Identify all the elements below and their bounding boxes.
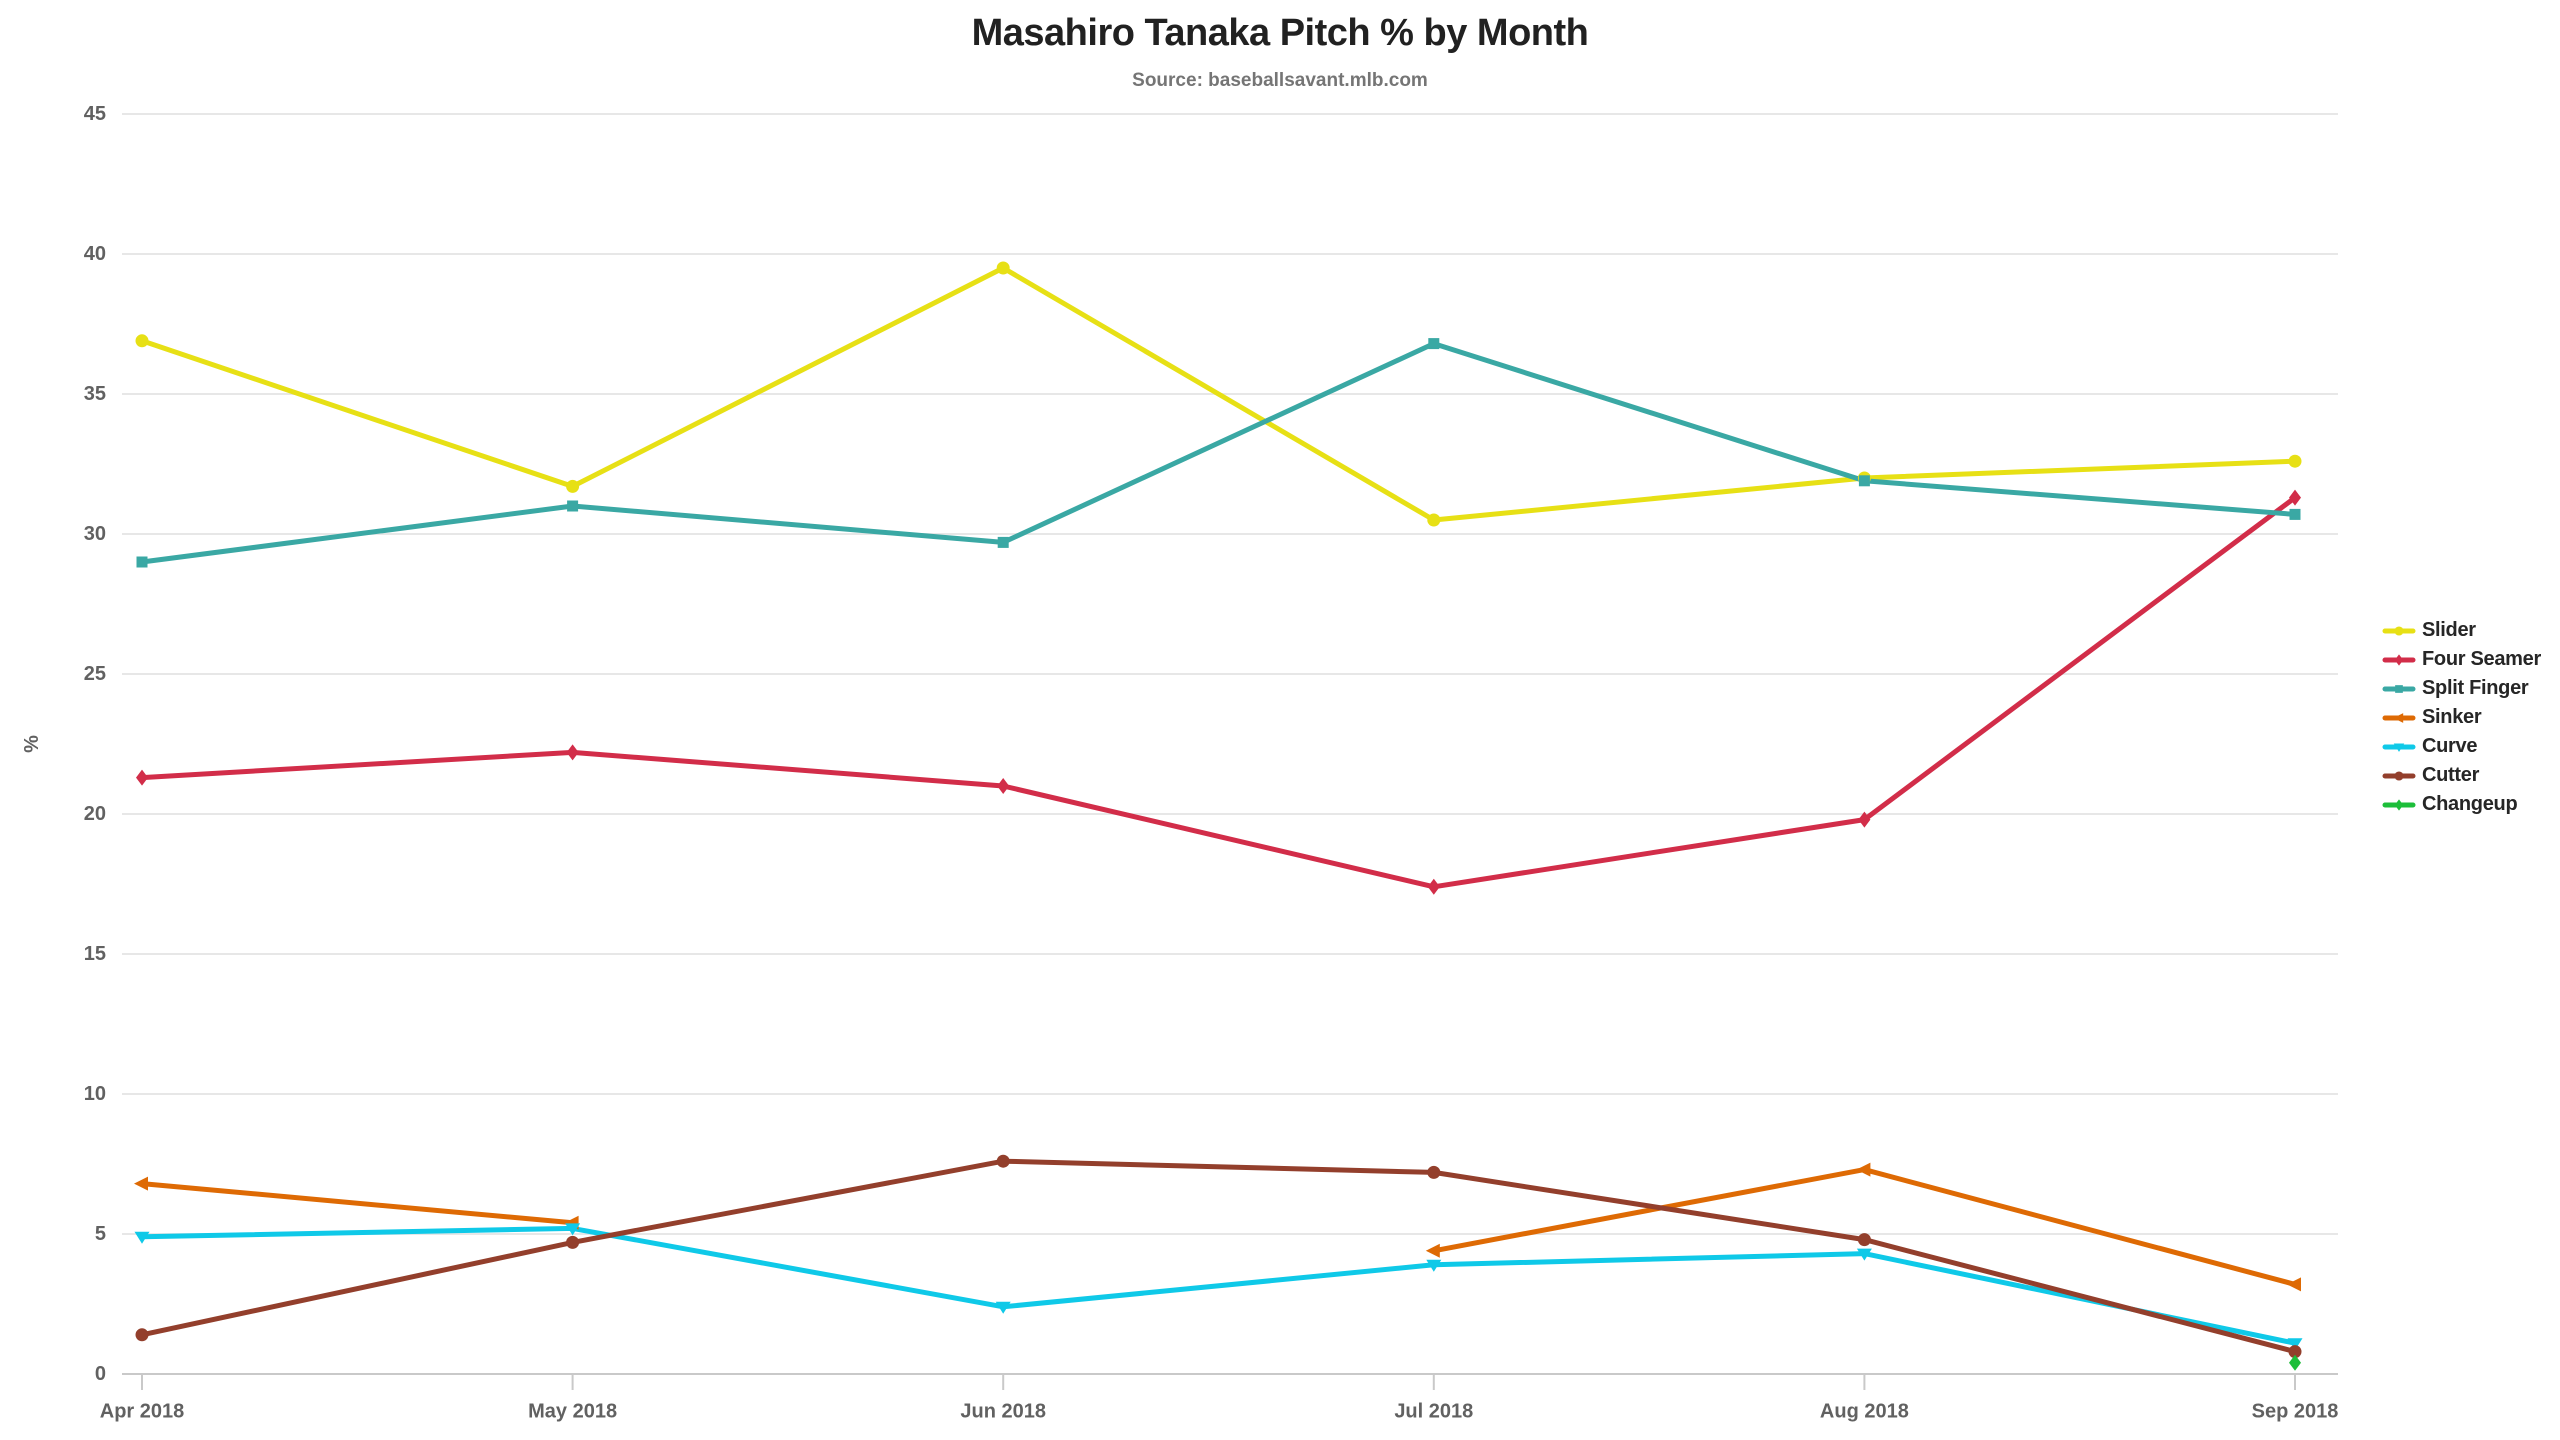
legend-label-curve: Curve [2422, 735, 2478, 757]
series-line-split-finger [139, 341, 2298, 565]
data-point-sinker-3 [1425, 1243, 1440, 1258]
legend-swatch-marker [2394, 625, 2404, 636]
data-point-split-finger-4 [1858, 475, 1870, 487]
x-tick-label: Aug 2018 [1820, 1401, 1909, 1423]
legend-swatch-marker [2393, 743, 2405, 752]
x-tick-label: Sep 2018 [2252, 1401, 2339, 1423]
data-point-cutter-1 [566, 1235, 580, 1249]
x-tick-label: Jul 2018 [1394, 1401, 1473, 1423]
data-point-four-seamer-0 [136, 769, 148, 786]
y-tick-label: 30 [84, 523, 106, 545]
data-point-split-finger-3 [1428, 338, 1440, 350]
data-point-cutter-5 [2288, 1345, 2302, 1359]
y-tick-label: 0 [95, 1363, 106, 1385]
legend-item-changeup[interactable]: Changeup [2382, 790, 2541, 819]
data-point-four-seamer-1 [566, 744, 579, 761]
chart-title: Masahiro Tanaka Pitch % by Month [971, 12, 1589, 54]
data-point-curve-5 [2287, 1338, 2303, 1351]
legend-swatch-cutter [2382, 770, 2416, 781]
legend: Slider Four Seamer Split Finger Sinker Curve… [2382, 616, 2541, 819]
legend-swatch-split-finger [2382, 684, 2416, 693]
legend-item-four-seamer[interactable]: Four Seamer [2382, 645, 2541, 674]
legend-swatch-curve [2382, 743, 2416, 752]
data-markers [134, 261, 2303, 1371]
data-point-slider-1 [566, 479, 580, 493]
legend-item-slider[interactable]: Slider [2382, 616, 2541, 645]
x-tick-label: Jun 2018 [960, 1401, 1046, 1423]
series-line-four-seamer [139, 495, 2298, 890]
legend-swatch-changeup [2382, 798, 2416, 811]
legend-item-curve[interactable]: Curve [2382, 732, 2541, 761]
legend-swatch-slider [2382, 625, 2416, 636]
legend-swatch-marker [2394, 798, 2404, 811]
series-lines [139, 265, 2298, 1355]
data-point-sinker-5 [2287, 1277, 2301, 1292]
legend-swatch-four-seamer [2382, 653, 2416, 666]
data-point-split-finger-0 [136, 556, 148, 568]
data-point-cutter-2 [996, 1154, 1010, 1168]
data-point-split-finger-1 [567, 500, 579, 512]
legend-swatch-marker [2393, 712, 2404, 723]
legend-swatch-marker [2394, 770, 2404, 781]
data-point-sinker-4 [1856, 1162, 1871, 1177]
legend-label-split-finger: Split Finger [2422, 677, 2529, 699]
y-tick-label: 25 [84, 663, 106, 685]
data-point-curve-3 [1426, 1259, 1442, 1272]
legend-swatch-sinker [2382, 712, 2416, 723]
series-line-cutter [139, 1158, 2298, 1355]
data-point-split-finger-2 [997, 536, 1009, 548]
data-point-four-seamer-4 [1858, 811, 1871, 828]
data-point-sinker-0 [134, 1176, 148, 1191]
legend-label-four-seamer: Four Seamer [2422, 648, 2541, 670]
y-tick-label: 20 [84, 803, 106, 825]
legend-label-sinker: Sinker [2422, 706, 2482, 728]
data-point-four-seamer-5 [2289, 489, 2301, 506]
legend-swatch-marker [2394, 653, 2404, 666]
series-line-curve [139, 1225, 2298, 1346]
y-tick-label: 5 [95, 1223, 106, 1245]
legend-item-split-finger[interactable]: Split Finger [2382, 674, 2541, 703]
legend-swatch-marker [2395, 684, 2403, 693]
data-point-slider-5 [2288, 454, 2302, 468]
legend-label-slider: Slider [2422, 619, 2476, 641]
data-point-slider-2 [996, 261, 1010, 275]
gridlines [122, 113, 2338, 1375]
y-tick-label: 40 [84, 243, 106, 265]
x-axis: Apr 2018 May 2018 Jun 2018 Jul 2018 Aug 2018… [100, 1374, 2339, 1423]
y-axis-title: % [21, 735, 43, 753]
data-point-curve-4 [1856, 1248, 1872, 1261]
y-tick-label: 35 [84, 383, 106, 405]
y-tick-label: 45 [84, 103, 106, 125]
data-point-four-seamer-3 [1427, 878, 1440, 895]
data-point-split-finger-5 [2289, 508, 2301, 520]
y-tick-label: 15 [84, 943, 106, 965]
data-point-cutter-3 [1427, 1165, 1441, 1179]
data-point-cutter-0 [135, 1328, 149, 1342]
data-point-cutter-4 [1857, 1233, 1871, 1247]
series-line-slider [139, 265, 2298, 523]
data-point-curve-2 [995, 1301, 1011, 1314]
data-point-curve-0 [134, 1231, 150, 1244]
data-point-changeup-5 [2289, 1354, 2301, 1371]
legend-item-sinker[interactable]: Sinker [2382, 703, 2541, 732]
x-tick-label: Apr 2018 [100, 1401, 185, 1423]
data-point-slider-0 [135, 334, 149, 348]
legend-label-cutter: Cutter [2422, 764, 2480, 786]
legend-item-cutter[interactable]: Cutter [2382, 761, 2541, 790]
chart-subtitle: Source: baseballsavant.mlb.com [1132, 70, 1428, 91]
y-axis-labels: 0 5 10 15 20 25 30 35 40 45 [84, 103, 106, 1385]
x-tick-label: May 2018 [528, 1401, 617, 1423]
legend-list: Slider Four Seamer Split Finger Sinker Curve… [2382, 616, 2541, 819]
data-point-curve-1 [565, 1223, 581, 1236]
y-tick-label: 10 [84, 1083, 106, 1105]
data-point-slider-3 [1427, 513, 1441, 527]
legend-label-changeup: Changeup [2422, 793, 2518, 815]
data-point-four-seamer-2 [997, 778, 1010, 794]
